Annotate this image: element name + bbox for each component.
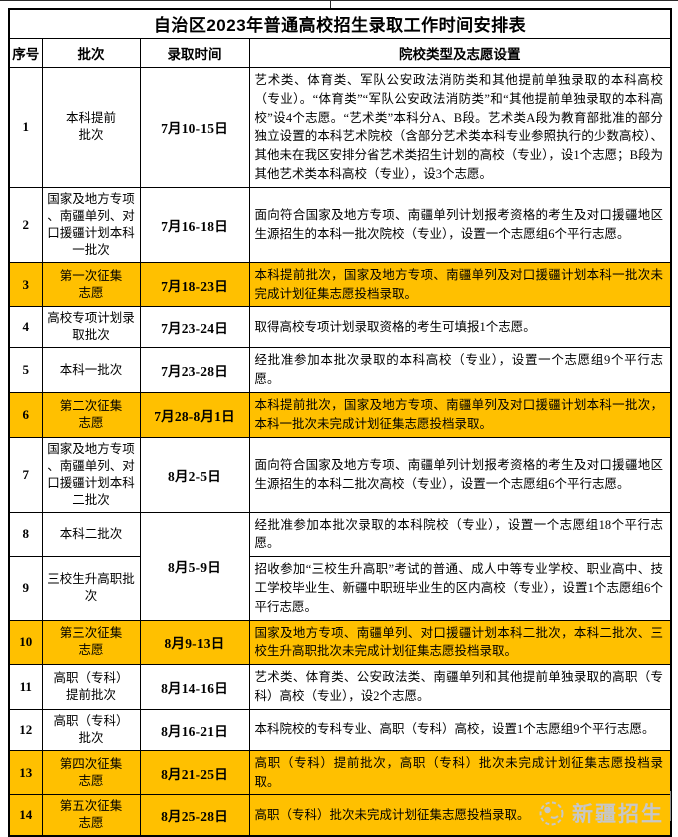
cell-time: 8月21-25日	[139, 749, 250, 796]
cell-no: 6	[8, 391, 43, 438]
cell-no: 8	[8, 511, 43, 558]
cell-no: 5	[8, 347, 43, 393]
cell-desc: 本科提前批次，国家及地方专项、南疆单列及对口援疆计划本科一批次未完成计划征集志愿…	[248, 261, 672, 308]
cell-time: 7月23-28日	[139, 347, 250, 393]
cell-no: 1	[8, 67, 43, 188]
right-crop-line	[670, 791, 671, 821]
schedule-table: 自治区2023年普通高校招生录取工作时间安排表 序号 批次 录取时间 院校类型及…	[8, 8, 673, 837]
cell-no: 11	[8, 664, 43, 710]
cell-desc: 经批准参加本批次录取的本科高校（专业），设置一个志愿组9个平行志愿。	[248, 347, 672, 393]
col-header-batch: 批次	[41, 38, 141, 68]
title-row: 自治区2023年普通高校招生录取工作时间安排表	[8, 8, 672, 39]
table-row: 13 第四次征集 志愿 8月21-25日 高职（专科）提前批次，高职（专科）批次未完成…	[8, 749, 672, 796]
cell-batch: 本科二批次	[41, 511, 141, 558]
cell-time: 8月9-13日	[139, 619, 250, 666]
cell-batch: 第一次征集 志愿	[41, 261, 141, 308]
top-crop-tick	[330, 0, 331, 9]
cell-desc: 经批准参加本批次录取的本科院校（专业），设置一个志愿组18个平行志愿。	[248, 511, 672, 558]
col-header-no: 序号	[8, 38, 43, 68]
cell-desc: 艺术类、体育类、军队公安政法消防类和其他提前单独录取的本科高校（专业）。“体育类…	[248, 67, 672, 188]
cell-batch: 本科提前 批次	[41, 67, 141, 188]
cell-no: 14	[8, 794, 43, 837]
cell-desc: 艺术类、体育类、公安政法类、南疆单列和其他提前单独录取的高职（专科）高校（专业）…	[248, 664, 672, 710]
table-row: 10 第三次征集 志愿 8月9-13日 国家及地方专项、南疆单列、对口援疆计划本科二批…	[8, 619, 672, 666]
cell-batch: 高校专项计划录 取批次	[41, 306, 141, 349]
cell-time: 7月23-24日	[139, 306, 250, 349]
cell-batch: 国家及地方专项 、南疆单列、对 口援疆计划本科 一批次	[41, 186, 141, 263]
cell-no: 2	[8, 186, 43, 263]
col-header-time: 录取时间	[139, 38, 250, 68]
page-title: 自治区2023年普通高校招生录取工作时间安排表	[8, 8, 672, 39]
cell-desc: 本科院校的专科专业、高职（专科）高校，设置1个志愿组9个平行志愿。	[248, 708, 672, 751]
watermark-label: 新疆招生	[572, 803, 664, 826]
xinjiang-zhaosheng-logo-icon	[538, 800, 565, 827]
table-row: 8 本科二批次 8月5-9日 经批准参加本批次录取的本科院校（专业），设置一个志愿组1…	[8, 511, 672, 621]
top-crop-line	[0, 0, 678, 1]
cell-no: 7	[8, 436, 43, 513]
cell-time: 8月25-28日	[139, 794, 250, 837]
cell-time: 8月2-5日	[139, 436, 250, 513]
table-row: 12 高职（专科） 批次 8月16-21日 本科院校的专科专业、高职（专科）高校，设置…	[8, 708, 672, 751]
table-row: 2 国家及地方专项 、南疆单列、对 口援疆计划本科 一批次 7月16-18日 面向符合…	[8, 186, 672, 263]
cell-time: 7月28-8月1日	[139, 391, 250, 438]
cell-batch: 高职（专科） 提前批次	[41, 664, 141, 710]
cell-desc: 面向符合国家及地方专项、南疆单列计划报考资格的考生及对口援疆地区生源招生的本科一…	[248, 186, 672, 263]
cell-batch: 第四次征集 志愿	[41, 749, 141, 796]
cell-batch: 第二次征集 志愿	[41, 391, 141, 438]
cell-desc: 取得高校专项计划录取资格的考生可填报1个志愿。	[248, 306, 672, 349]
col-header-desc: 院校类型及志愿设置	[248, 38, 672, 68]
cell-desc: 高职（专科）提前批次，高职（专科）批次未完成计划征集志愿投档录取。	[248, 749, 672, 796]
table-row: 5 本科一批次 7月23-28日 经批准参加本批次录取的本科高校（专业），设置一个志愿…	[8, 347, 672, 393]
table-row: 11 高职（专科） 提前批次 8月14-16日 艺术类、体育类、公安政法类、南疆单列和…	[8, 664, 672, 710]
cell-desc: 招收参加“三校生升高职”考试的普通、成人中等专业学校、职业高中、技工学校毕业生、…	[248, 556, 672, 621]
cell-no: 3	[8, 261, 43, 308]
table-row: 4 高校专项计划录 取批次 7月23-24日 取得高校专项计划录取资格的考生可填报1个…	[8, 306, 672, 349]
table-row: 1 本科提前 批次 7月10-15日 艺术类、体育类、军队公安政法消防类和其他提前单独…	[8, 67, 672, 188]
cell-time: 7月18-23日	[139, 261, 250, 308]
cell-desc: 面向符合国家及地方专项、南疆单列计划报考资格的考生及对口援疆地区生源招生的本科二…	[248, 436, 672, 513]
table-row: 14 第五次征集 志愿 8月25-28日 高职（专科）批次未完成计划征集志愿投档录取。	[8, 794, 672, 837]
watermark: 新疆招生	[538, 797, 664, 829]
cell-desc: 本科提前批次，国家及地方专项、南疆单列及对口援疆计划本科一批次，本科一批次未完成…	[248, 391, 672, 438]
cell-batch: 第五次征集 志愿	[41, 794, 141, 837]
cell-batch: 国家及地方专项 、南疆单列、对 口援疆计划本科 二批次	[41, 436, 141, 513]
cell-time: 8月5-9日	[139, 511, 250, 621]
cell-desc: 高职（专科）批次未完成计划征集志愿投档录取。	[248, 794, 672, 837]
cell-batch: 第三次征集 志愿	[41, 619, 141, 666]
cell-time: 7月16-18日	[139, 186, 250, 263]
cell-batch: 高职（专科） 批次	[41, 708, 141, 751]
header-row: 序号 批次 录取时间 院校类型及志愿设置	[8, 38, 672, 68]
table-row: 9 三校生升高职批 次 招收参加“三校生升高职”考试的普通、成人中等专业学校、职业高…	[8, 556, 672, 621]
cell-time: 8月14-16日	[139, 664, 250, 710]
cell-no: 12	[8, 708, 43, 751]
cell-time: 8月16-21日	[139, 708, 250, 751]
cell-no: 4	[8, 306, 43, 349]
cell-desc: 国家及地方专项、南疆单列、对口援疆计划本科二批次，本科二批次、三校生升高职批次未…	[248, 619, 672, 666]
table-body: 1 本科提前 批次 7月10-15日 艺术类、体育类、军队公安政法消防类和其他提前单独…	[8, 67, 672, 837]
cell-batch: 三校生升高职批 次	[41, 556, 141, 621]
cell-no: 9	[8, 556, 43, 621]
cell-time: 7月10-15日	[139, 67, 250, 188]
table-row: 7 国家及地方专项 、南疆单列、对 口援疆计划本科 二批次 8月2-5日 面向符合国家…	[8, 436, 672, 513]
table-row: 3 第一次征集 志愿 7月18-23日 本科提前批次，国家及地方专项、南疆单列及对口援…	[8, 261, 672, 308]
cell-batch: 本科一批次	[41, 347, 141, 393]
cell-no: 13	[8, 749, 43, 796]
table-row: 6 第二次征集 志愿 7月28-8月1日 本科提前批次，国家及地方专项、南疆单列及对口…	[8, 391, 672, 438]
cell-no: 10	[8, 619, 43, 666]
